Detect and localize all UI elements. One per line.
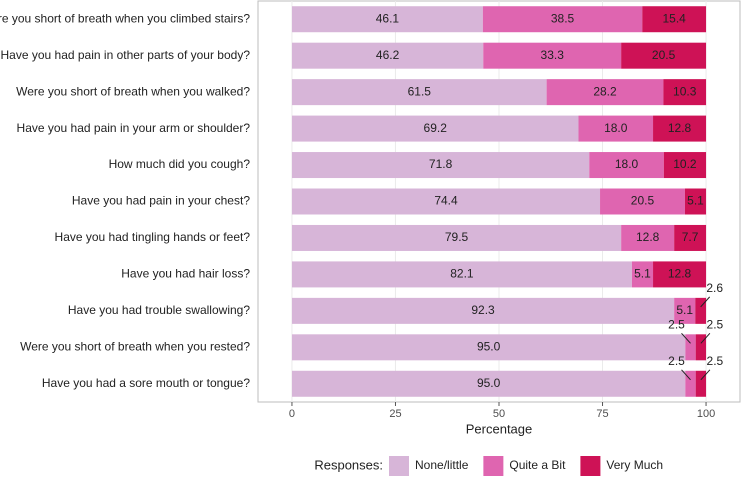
value-label: 12.8 [668, 267, 692, 281]
bar-segment [695, 297, 707, 324]
x-tick-label: 25 [389, 408, 401, 420]
bar-segment [621, 42, 707, 69]
value-label: 2.5 [668, 317, 685, 331]
value-label: 2.5 [707, 354, 724, 368]
leader-line [700, 369, 711, 381]
bar-segment [291, 188, 601, 215]
bar-segment [291, 261, 632, 288]
bar-segment [291, 152, 590, 179]
value-label: 74.4 [434, 194, 458, 208]
value-label: 10.3 [673, 84, 697, 98]
legend-title: Responses: [314, 457, 383, 472]
leader-line [700, 332, 711, 344]
x-tick-label: 50 [493, 408, 505, 420]
leader-line [681, 332, 691, 344]
value-label: 7.7 [682, 230, 699, 244]
value-label: 20.5 [631, 194, 655, 208]
y-tick-label: Were you short of breath when you climbe… [0, 11, 250, 25]
value-label: 69.2 [424, 121, 448, 135]
value-label: 61.5 [408, 84, 432, 98]
value-label: 71.8 [429, 157, 453, 171]
leader-line [700, 296, 711, 308]
value-label: 5.1 [676, 303, 693, 317]
bar-segment [685, 370, 696, 397]
legend-label: Quite a Bit [509, 458, 566, 472]
value-label: 2.6 [706, 281, 723, 295]
value-label: 2.5 [707, 317, 724, 331]
bar-segment [631, 261, 654, 288]
bar-segment [674, 224, 707, 251]
bar-segment [291, 297, 675, 324]
bar-segment [482, 6, 643, 33]
bar-segment [291, 115, 579, 142]
bar-segment [663, 152, 707, 179]
value-label: 15.4 [662, 11, 686, 25]
value-label: 12.8 [668, 121, 692, 135]
value-label: 2.5 [668, 354, 685, 368]
y-tick-label: Have you had pain in other parts of your… [1, 48, 251, 62]
y-tick-label: Have you had hair loss? [121, 267, 250, 281]
value-label: 12.8 [636, 230, 660, 244]
value-label: 82.1 [450, 267, 474, 281]
bar-segment [291, 79, 547, 106]
value-label: 95.0 [477, 339, 501, 353]
y-tick-label: Have you had tingling hands or feet? [55, 230, 251, 244]
bar-segment [600, 188, 685, 215]
leader-line [681, 369, 691, 381]
y-tick-label: Have you had pain in your chest? [72, 194, 250, 208]
bar-segment [589, 152, 664, 179]
bar-segment [483, 42, 622, 69]
bar-segment [684, 188, 707, 215]
bar-segment [291, 6, 483, 33]
value-label: 28.2 [593, 84, 617, 98]
x-tick-label: 0 [289, 408, 295, 420]
y-tick-label: Have you had trouble swallowing? [68, 303, 250, 317]
legend-key [483, 456, 504, 476]
bar-segment [291, 370, 686, 397]
value-label: 79.5 [445, 230, 469, 244]
bar-segment [291, 334, 686, 361]
value-label: 95.0 [477, 376, 501, 390]
y-tick-label: Were you short of breath when you rested… [20, 339, 250, 353]
value-label: 46.1 [376, 11, 400, 25]
value-label: 18.0 [604, 121, 628, 135]
x-tick-label: 75 [596, 408, 608, 420]
value-label: 92.3 [471, 303, 495, 317]
value-label: 46.2 [376, 48, 400, 62]
y-tick-label: Have you had a sore mouth or tongue? [42, 376, 250, 390]
bar-segment [291, 42, 484, 69]
y-tick-label: Have you had pain in your arm or shoulde… [17, 121, 251, 135]
value-label: 20.5 [652, 48, 676, 62]
bar-segment [674, 297, 696, 324]
value-label: 38.5 [551, 11, 575, 25]
legend-label: None/little [415, 458, 469, 472]
bar-segment [578, 115, 654, 142]
value-label: 5.1 [687, 194, 704, 208]
value-label: 10.2 [673, 157, 697, 171]
legend-key [389, 456, 409, 476]
x-axis-title: Percentage [466, 421, 533, 436]
bar-segment [653, 115, 707, 142]
y-tick-label: Were you short of breath when you walked… [16, 84, 250, 98]
bar-segment [695, 334, 707, 361]
bar-segment [695, 370, 707, 397]
value-label: 18.0 [615, 157, 639, 171]
bar-segment [642, 6, 707, 33]
y-tick-label: How much did you cough? [109, 157, 251, 171]
bar-segment [621, 224, 675, 251]
value-label: 5.1 [634, 267, 651, 281]
bar-segment [663, 79, 707, 106]
x-tick-label: 100 [697, 408, 715, 420]
bar-segment [291, 224, 622, 251]
bar-segment [653, 261, 707, 288]
legend-key [580, 456, 601, 476]
legend-label: Very Much [606, 458, 663, 472]
bar-segment [546, 79, 664, 106]
value-label: 33.3 [541, 48, 565, 62]
bar-segment [685, 334, 696, 361]
